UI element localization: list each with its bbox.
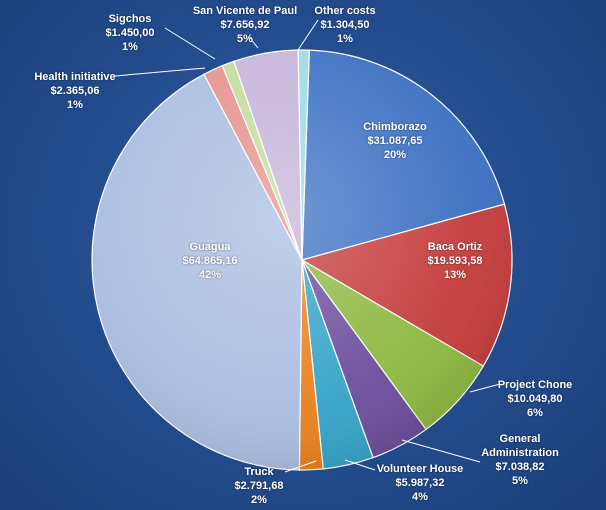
slice-value-chimborazo: $31.087,65 — [367, 135, 423, 147]
slice-label-line1-general-administration: General — [499, 433, 541, 445]
slice-value-volunteer-house: $5.987,32 — [395, 477, 445, 489]
slice-label-sigchos: Sigchos — [108, 13, 152, 25]
slice-percent-chimborazo: 20% — [383, 149, 407, 161]
slice-label-volunteer-house: Volunteer House $5.987,32 4% — [377, 462, 464, 504]
slice-label-sigchos: Sigchos $1.450,00 1% — [106, 12, 155, 54]
slice-percent-guagua: 42% — [198, 269, 222, 281]
leader-line-sigchos — [164, 27, 216, 60]
leader-line-volunteer-house — [344, 459, 376, 471]
slice-percent-other-costs: 1% — [337, 33, 353, 45]
slice-percent-san-vicente-de-paul: 5% — [237, 33, 253, 45]
slice-value-general-administration: $7.038,82 — [495, 461, 545, 473]
leader-line-san-vicente-de-paul — [249, 37, 259, 49]
slice-label-project-chone: Project Chone — [497, 379, 573, 391]
leader-line-other-costs — [297, 19, 319, 51]
slice-label-general-administration: General Administration $7.038,82 5% — [481, 432, 559, 488]
slice-value-other-costs: $1.304,50 — [320, 19, 370, 31]
slice-percent-project-chone: 6% — [527, 407, 543, 419]
slice-value-baca-ortiz: $19.593,58 — [427, 255, 483, 267]
slice-label-guagua: Guagua $64.865,16 42% — [182, 240, 237, 282]
slice-value-sigchos: $1.450,00 — [105, 27, 155, 39]
slice-label-truck: Truck — [244, 466, 274, 478]
slice-label-project-chone: Project Chone $10.049,80 6% — [498, 378, 573, 420]
slice-value-truck: $2.791,68 — [234, 480, 284, 492]
leader-line-truck — [284, 460, 317, 473]
slice-label-other-costs: Other costs — [314, 5, 376, 17]
slice-value-health-initiative: $2.365,06 — [50, 85, 100, 97]
slice-label-line2-general-administration: Administration — [481, 447, 559, 459]
slice-percent-baca-ortiz: 13% — [443, 269, 467, 281]
slice-label-health-initiative: Health initiative $2.365,06 1% — [34, 70, 115, 112]
slice-percent-sigchos: 1% — [122, 41, 138, 53]
slice-percent-truck: 2% — [251, 494, 267, 506]
leader-line-general-administration — [401, 439, 481, 463]
slice-label-volunteer-house: Volunteer House — [376, 463, 464, 475]
slice-value-guagua: $64.865,16 — [182, 255, 238, 267]
slice-percent-health-initiative: 1% — [67, 99, 83, 111]
slice-value-project-chone: $10.049,80 — [507, 393, 563, 405]
slice-percent-volunteer-house: 4% — [412, 491, 428, 503]
slice-label-guagua: Guagua — [189, 241, 231, 253]
slice-label-san-vicente-de-paul: San Vicente de Paul — [192, 5, 298, 17]
slice-label-health-initiative: Health initiative — [34, 71, 116, 83]
slice-label-chimborazo: Chimborazo — [363, 121, 427, 133]
slice-label-baca-ortiz: Baca Ortiz $19.593,58 13% — [427, 240, 482, 282]
leader-line-project-chone — [469, 383, 501, 393]
slice-label-san-vicente-de-paul: San Vicente de Paul $7.656,92 5% — [193, 4, 297, 46]
slice-value-san-vicente-de-paul: $7.656,92 — [220, 19, 270, 31]
slice-percent-general-administration: 5% — [512, 475, 528, 487]
slice-label-truck: Truck $2.791,68 2% — [235, 465, 284, 507]
leader-line-health-initiative — [114, 67, 206, 77]
slice-label-baca-ortiz: Baca Ortiz — [427, 241, 483, 253]
slice-label-other-costs: Other costs $1.304,50 1% — [314, 4, 375, 46]
slice-label-chimborazo: Chimborazo $31.087,65 20% — [363, 120, 427, 162]
